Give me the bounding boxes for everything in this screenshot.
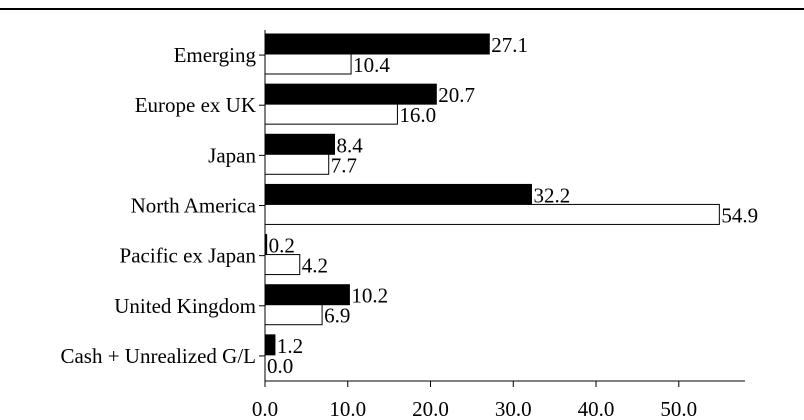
data-label: 0.0 [267, 354, 293, 378]
x-tick-label: 10.0 [329, 397, 366, 420]
x-tick-label: 50.0 [660, 397, 697, 420]
bar-series-1 [264, 334, 276, 356]
data-label: 4.2 [302, 254, 328, 278]
data-label: 20.7 [438, 83, 475, 107]
category-label: Cash + Unrealized G/L [60, 344, 256, 368]
bar-series-1 [264, 33, 490, 55]
bar-series-2 [264, 153, 330, 175]
bar-series-2 [264, 304, 323, 326]
category-label: Emerging [174, 43, 257, 67]
category-label: Europe ex UK [135, 93, 256, 117]
x-tick-label: 0.0 [252, 397, 278, 420]
data-label: 54.9 [721, 203, 758, 227]
data-label: 6.9 [324, 304, 350, 328]
bar-series-1 [264, 183, 532, 205]
bar-series-1 [264, 133, 336, 155]
data-label: 0.2 [269, 234, 295, 258]
data-labels: 27.1 10.4 20.716.0 8.47.7 32.2 54.9 0.2 4.2 10.2… [267, 33, 758, 378]
data-label: 1.2 [277, 334, 303, 358]
bar-series-2 [264, 254, 301, 276]
data-label: 10.4 [353, 53, 390, 77]
x-axis: 0.0 10.0 20.0 30.0 40.0 50.0 [252, 380, 745, 420]
x-tick-label: 40.0 [578, 397, 615, 420]
bar-series-1 [264, 83, 437, 105]
category-label: Japan [208, 143, 256, 167]
data-label: 8.4 [337, 133, 364, 157]
bar-series-2 [264, 53, 352, 75]
data-label: 32.2 [533, 183, 570, 207]
category-label: United Kingdom [114, 294, 256, 318]
x-tick-label: 30.0 [495, 397, 532, 420]
y-axis: Emerging Europe ex UK Japan North America Pa… [60, 30, 266, 381]
bar-series-1 [264, 234, 268, 256]
x-tick-label: 20.0 [412, 397, 449, 420]
category-label: Pacific ex Japan [120, 244, 257, 268]
bar-series-1 [264, 284, 350, 306]
bar-series-2 [264, 103, 398, 125]
bar-series-2 [264, 203, 720, 225]
category-label: North America [131, 194, 257, 218]
data-label: 16.0 [399, 103, 436, 127]
data-label: 7.7 [331, 153, 357, 177]
data-label: 10.2 [351, 284, 388, 308]
bars [264, 33, 720, 356]
data-label: 27.1 [491, 33, 528, 57]
